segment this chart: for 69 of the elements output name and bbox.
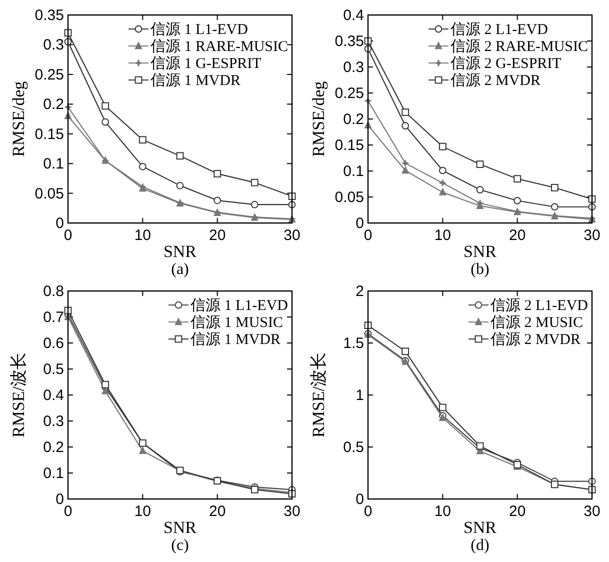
y-tick-label: 0.8 <box>43 283 64 300</box>
x-tick-label: 20 <box>508 227 526 244</box>
y-tick-label: 0.2 <box>43 439 64 456</box>
legend-label: 信源 2 MVDR <box>450 72 540 89</box>
x-tick-label: 20 <box>508 503 526 520</box>
y-tick-label: 0.3 <box>43 413 64 430</box>
x-axis-title: SNR <box>163 518 198 537</box>
legend-label: 信源 1 G-ESPRIT <box>150 55 262 72</box>
y-tick-label: 0.4 <box>43 387 64 404</box>
y-axis-title: RMSE/波长 <box>309 352 328 438</box>
legend-label: 信源 1 RARE-MUSIC <box>150 38 288 55</box>
x-axis-title: SNR <box>463 518 498 537</box>
legend-label: 信源 1 MUSIC <box>190 314 284 331</box>
legend-label: 信源 2 G-ESPRIT <box>450 55 562 72</box>
y-tick-label: 0 <box>56 491 64 508</box>
text: (c) <box>171 537 189 554</box>
y-tick-label: 0.35 <box>334 33 364 50</box>
y-tick-label: 0.05 <box>334 189 364 206</box>
x-axis-title: SNR <box>463 242 498 261</box>
y-axis-title: RMSE/波长 <box>9 352 28 438</box>
x-tick-label: 30 <box>584 227 600 244</box>
y-tick-label: 2 <box>356 283 364 300</box>
x-tick-label: 10 <box>434 227 452 244</box>
legend-label: 信源 1 L1-EVD <box>190 297 288 314</box>
y-tick-label: 0.1 <box>43 465 64 482</box>
legend-label: 信源 2 RARE-MUSIC <box>450 38 588 55</box>
legend-label: 信源 2 MVDR <box>490 331 581 348</box>
legend-label: 信源 1 MVDR <box>190 331 281 348</box>
x-tick-label: 10 <box>434 503 452 520</box>
y-tick-label: 0.25 <box>334 85 364 102</box>
y-axis-title: RMSE/deg <box>9 80 28 157</box>
y-tick-label: 0 <box>356 491 364 508</box>
x-tick-label: 30 <box>284 227 300 244</box>
y-tick-label: 0.25 <box>34 66 64 84</box>
y-tick-label: 0.1 <box>343 163 364 180</box>
legend-label: 信源 2 L1-EVD <box>490 297 588 314</box>
y-axis-title: RMSE/deg <box>309 80 328 157</box>
y-tick-label: 0.5 <box>43 361 64 378</box>
text: (d) <box>470 537 490 554</box>
legend-label: 信源 2 MUSIC <box>490 314 584 331</box>
y-tick-label: 0.4 <box>343 7 364 24</box>
x-tick-label: 20 <box>208 227 226 244</box>
y-tick-label: 1 <box>356 387 364 404</box>
x-axis-title: SNR <box>163 242 198 261</box>
x-tick-label: 20 <box>208 503 226 520</box>
text: (b) <box>470 261 490 278</box>
y-tick-label: 0.3 <box>343 59 364 76</box>
y-tick-label: 0 <box>56 215 64 232</box>
x-tick-label: 10 <box>134 503 152 520</box>
y-tick-label: 0.2 <box>43 96 64 114</box>
y-tick-label: 0.15 <box>34 126 64 143</box>
y-tick-label: 0.35 <box>34 7 64 24</box>
x-tick-label: 30 <box>284 503 300 520</box>
y-tick-label: 0.3 <box>43 36 64 54</box>
legend-label: 信源 1 L1-EVD <box>150 21 248 38</box>
y-tick-label: 0.5 <box>343 439 364 456</box>
y-tick-label: 1.5 <box>343 335 364 352</box>
y-tick-label: 0.05 <box>34 185 64 202</box>
legend-label: 信源 1 MVDR <box>150 72 240 89</box>
x-tick-label: 30 <box>584 503 600 520</box>
x-tick-label: 10 <box>134 227 152 244</box>
y-tick-label: 0.7 <box>43 309 64 326</box>
y-tick-label: 0.2 <box>343 111 364 128</box>
text: (a) <box>171 261 189 278</box>
y-tick-label: 0.15 <box>334 137 364 154</box>
legend-label: 信源 2 L1-EVD <box>450 21 548 38</box>
y-tick-label: 0.1 <box>43 156 64 173</box>
y-tick-label: 0 <box>356 215 364 232</box>
y-tick-label: 0.6 <box>43 335 64 352</box>
